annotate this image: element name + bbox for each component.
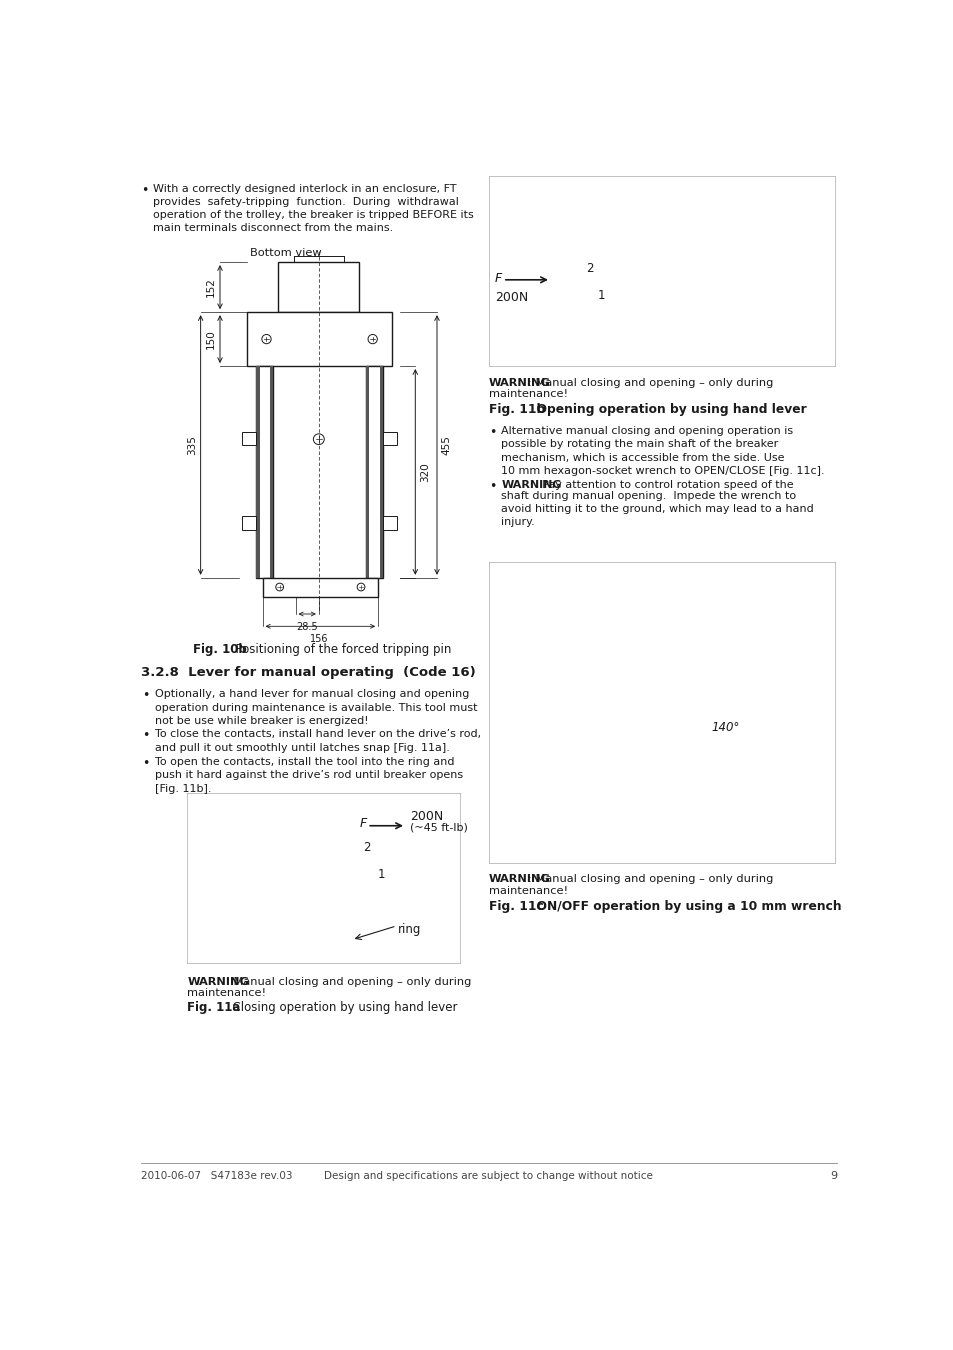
Text: 1: 1 (377, 868, 385, 880)
Text: 28.5: 28.5 (296, 622, 317, 632)
Bar (247, 312, 392, 366)
Text: •: • (488, 427, 496, 439)
Bar (382, 516, 396, 531)
Text: •: • (142, 690, 150, 702)
Bar (242, 432, 256, 446)
Text: 152: 152 (206, 277, 216, 297)
Text: maintenance!: maintenance! (187, 988, 266, 998)
Text: : Pay attention to control rotation speed of the: : Pay attention to control rotation spee… (535, 481, 793, 490)
Text: : Manual closing and opening – only during: : Manual closing and opening – only duri… (527, 875, 772, 884)
Text: •: • (141, 184, 148, 197)
Text: : Manual closing and opening – only during: : Manual closing and opening – only duri… (527, 378, 772, 387)
Text: •: • (142, 729, 150, 742)
Text: To close the contacts, install hand lever on the drive’s rod,
and pull it out sm: To close the contacts, install hand leve… (154, 729, 480, 753)
Text: •: • (142, 757, 150, 771)
Text: Fig. 11c: Fig. 11c (488, 899, 543, 913)
Bar (382, 432, 396, 446)
Text: shaft during manual opening.  Impede the wrench to
avoid hitting it to the groun: shaft during manual opening. Impede the … (500, 491, 813, 528)
Text: 455: 455 (441, 435, 451, 455)
Text: 335: 335 (187, 435, 196, 455)
Text: Fig. 11a: Fig. 11a (187, 1002, 240, 1014)
Text: ON/OFF operation by using a 10 mm wrench: ON/OFF operation by using a 10 mm wrench (527, 899, 841, 913)
Bar (242, 516, 256, 531)
Bar (365, 366, 382, 578)
Text: Closing operation by using hand lever: Closing operation by using hand lever (224, 1002, 456, 1014)
Bar (256, 366, 274, 578)
Text: Design and specifications are subject to change without notice: Design and specifications are subject to… (324, 1170, 653, 1181)
Bar (278, 262, 359, 312)
Text: 1: 1 (597, 289, 604, 301)
Text: WARNING: WARNING (500, 481, 561, 490)
Text: 9: 9 (829, 1170, 836, 1181)
Text: : Manual closing and opening – only during: : Manual closing and opening – only duri… (226, 976, 471, 987)
Text: maintenance!: maintenance! (488, 389, 567, 400)
Text: 2: 2 (363, 841, 371, 853)
Text: maintenance!: maintenance! (488, 886, 567, 896)
Bar (379, 366, 382, 578)
Text: Alternative manual closing and opening operation is
possible by rotating the mai: Alternative manual closing and opening o… (500, 427, 824, 475)
Text: 200N: 200N (495, 292, 528, 304)
Text: F: F (495, 273, 502, 285)
Text: 3.2.8  Lever for manual operating  (Code 16): 3.2.8 Lever for manual operating (Code 1… (141, 667, 476, 679)
Text: To open the contacts, install the tool into the ring and
push it hard against th: To open the contacts, install the tool i… (154, 757, 462, 794)
Text: Fig. 11b: Fig. 11b (488, 404, 544, 416)
Text: Positioning of the forced tripping pin: Positioning of the forced tripping pin (228, 643, 451, 656)
Text: WARNING: WARNING (488, 378, 550, 387)
Text: 2: 2 (585, 262, 593, 275)
Bar (365, 366, 369, 578)
Bar (262, 578, 377, 597)
Text: 2010-06-07   S47183e rev.03: 2010-06-07 S47183e rev.03 (141, 1170, 293, 1181)
Text: ring: ring (397, 923, 421, 936)
Text: WARNING: WARNING (488, 875, 550, 884)
Text: Optionally, a hand lever for manual closing and opening
operation during mainten: Optionally, a hand lever for manual clos… (154, 690, 476, 726)
Bar (270, 366, 274, 578)
Text: 200N: 200N (410, 810, 442, 824)
Text: 320: 320 (419, 462, 430, 482)
Bar (256, 366, 259, 578)
Text: Fig. 10b: Fig. 10b (193, 643, 247, 656)
Text: 140°: 140° (710, 721, 739, 734)
Text: (~45 ft-lb): (~45 ft-lb) (410, 822, 467, 833)
Text: With a correctly designed interlock in an enclosure, FT
provides  safety-trippin: With a correctly designed interlock in a… (153, 184, 474, 234)
Text: F: F (359, 817, 366, 829)
Text: 150: 150 (206, 329, 216, 350)
Text: •: • (488, 481, 496, 493)
Text: Bottom view: Bottom view (250, 248, 321, 258)
Text: 156: 156 (309, 634, 328, 644)
Text: Opening operation by using hand lever: Opening operation by using hand lever (527, 404, 805, 416)
Text: WARNING: WARNING (187, 976, 249, 987)
